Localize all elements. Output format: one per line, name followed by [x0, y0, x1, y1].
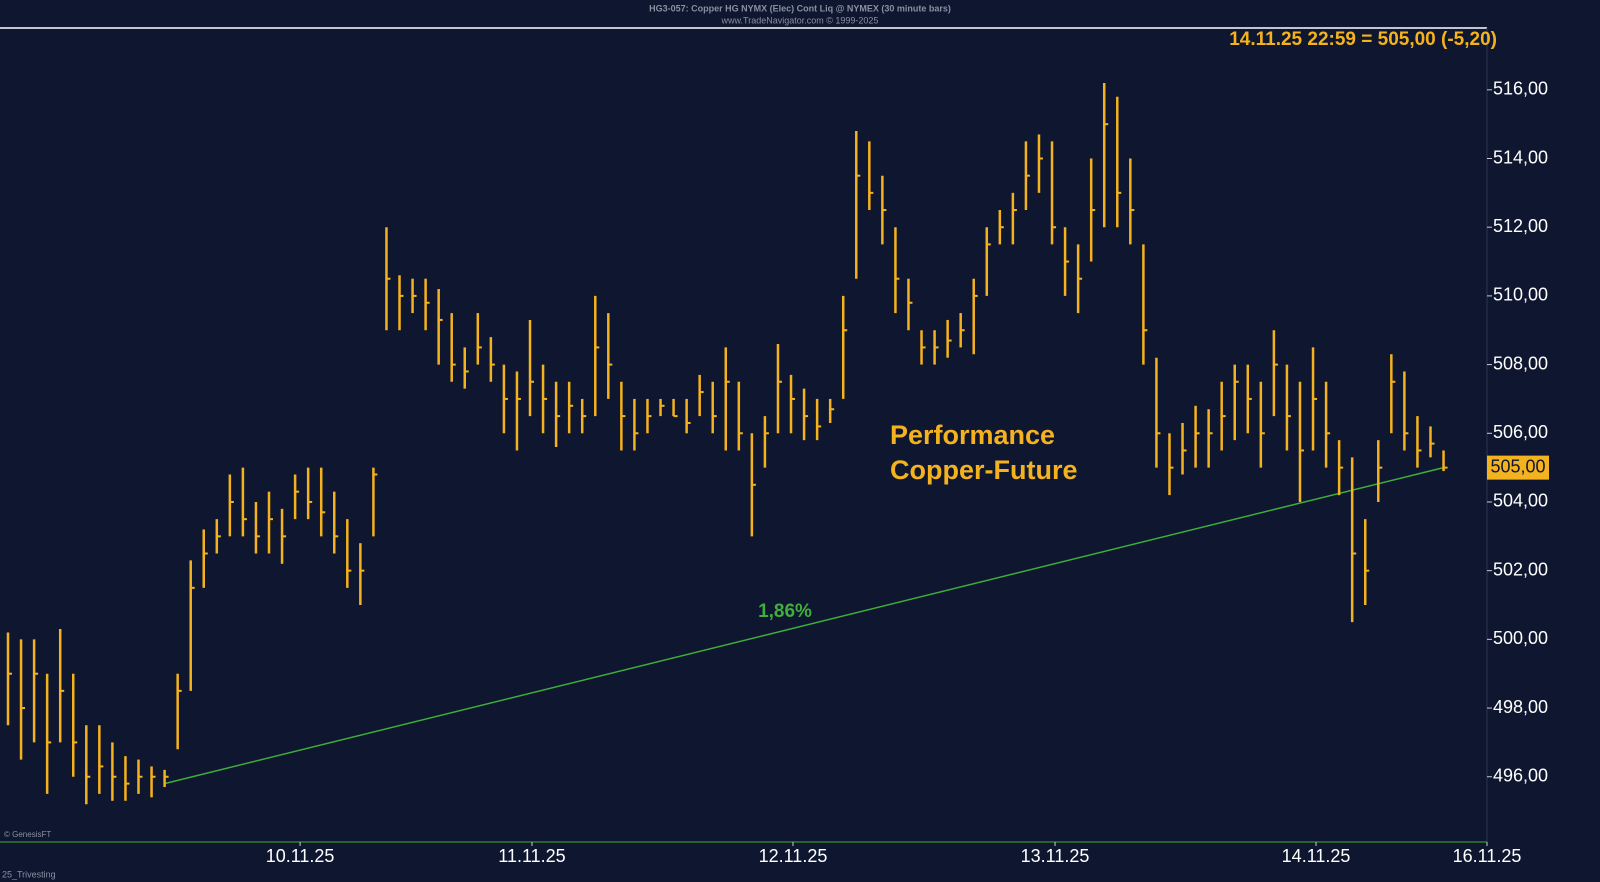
last-price-label: 505,00	[1490, 456, 1545, 476]
x-tick-label: 13.11.25	[1021, 846, 1090, 866]
y-tick-label: 504,00	[1493, 491, 1548, 511]
y-tick-label: 496,00	[1493, 765, 1548, 785]
x-tick-label: 10.11.25	[266, 846, 335, 866]
footer: 25_Trivesting	[2, 869, 56, 879]
y-tick-label: 500,00	[1493, 628, 1548, 648]
annotation: Performance	[890, 420, 1055, 450]
price-info: 14.11.25 22:59 = 505,00 (-5,20)	[1229, 29, 1497, 50]
y-tick-label: 498,00	[1493, 697, 1548, 717]
x-tick-label: 11.11.25	[498, 846, 565, 866]
y-tick-label: 502,00	[1493, 559, 1548, 579]
y-tick-label: 508,00	[1493, 353, 1548, 373]
chart-title: HG3-057: Copper HG NYMX (Elec) Cont Liq …	[649, 3, 951, 13]
y-tick-label: 510,00	[1493, 285, 1548, 305]
last-price-tag	[1487, 455, 1549, 480]
y-tick-label: 514,00	[1493, 147, 1548, 167]
annotation: Copper-Future	[890, 455, 1077, 485]
x-tick-label: 16.11.25	[1453, 846, 1522, 866]
y-tick-label: 506,00	[1493, 422, 1548, 442]
y-tick-label: 512,00	[1493, 216, 1548, 236]
chart-subtitle: www.TradeNavigator.com © 1999-2025	[721, 15, 879, 25]
x-tick-label: 14.11.25	[1282, 846, 1351, 866]
x-tick-label: 12.11.25	[759, 846, 828, 866]
y-tick-label: 516,00	[1493, 79, 1548, 99]
footer: © GenesisFT	[4, 830, 51, 839]
trendline	[164, 466, 1444, 785]
trend-label: 1,86%	[758, 601, 812, 622]
